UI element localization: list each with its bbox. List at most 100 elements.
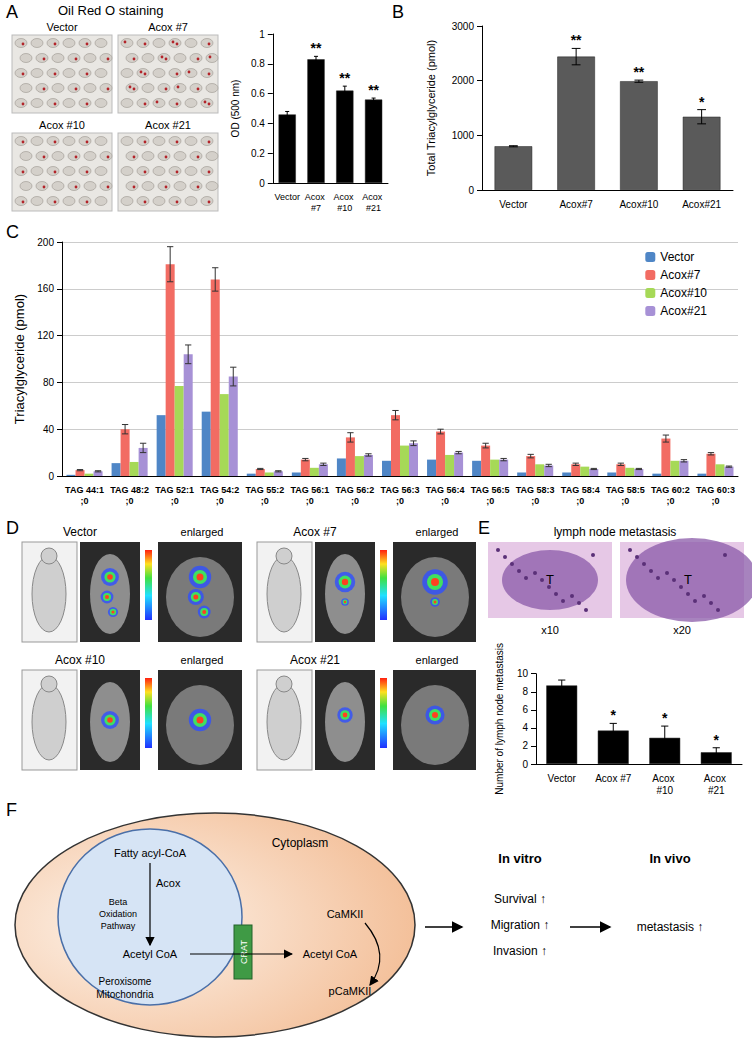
svg-text:**: ** bbox=[339, 70, 350, 86]
svg-text:;0: ;0 bbox=[531, 496, 539, 506]
svg-text:In vitro: In vitro bbox=[498, 851, 541, 866]
svg-text:TAG 52:1: TAG 52:1 bbox=[155, 485, 194, 495]
svg-text:6: 6 bbox=[522, 704, 528, 715]
svg-text:1: 1 bbox=[259, 29, 265, 40]
svg-text:Vector: Vector bbox=[548, 773, 577, 784]
svg-text:Acox: Acox bbox=[362, 192, 385, 202]
svg-text:**: ** bbox=[571, 32, 582, 48]
svg-text:Acox#21: Acox#21 bbox=[682, 199, 721, 210]
svg-text:Fatty acyl-CoA: Fatty acyl-CoA bbox=[114, 847, 187, 859]
svg-text:CRAT: CRAT bbox=[239, 940, 249, 964]
svg-text:0: 0 bbox=[259, 178, 265, 189]
svg-text:;0: ;0 bbox=[396, 496, 404, 506]
svg-text:Acox #21: Acox #21 bbox=[145, 119, 191, 131]
svg-text:TAG 58:3: TAG 58:3 bbox=[516, 485, 555, 495]
svg-text:*: * bbox=[662, 710, 668, 726]
svg-text:Pathway: Pathway bbox=[101, 921, 136, 931]
svg-text:;0: ;0 bbox=[621, 496, 629, 506]
svg-text:;0: ;0 bbox=[171, 496, 179, 506]
svg-text:TAG 56:4: TAG 56:4 bbox=[426, 485, 465, 495]
svg-text:TAG 54:2: TAG 54:2 bbox=[200, 485, 239, 495]
svg-text:0.8: 0.8 bbox=[251, 58, 265, 69]
svg-text:0: 0 bbox=[48, 471, 54, 482]
svg-text:Acox#21: Acox#21 bbox=[660, 304, 707, 318]
svg-text:Acox #21: Acox #21 bbox=[290, 653, 340, 667]
svg-text:#21: #21 bbox=[366, 203, 381, 213]
svg-text:Triacylglyceride (pmol): Triacylglyceride (pmol) bbox=[12, 294, 27, 424]
svg-text:Vector: Vector bbox=[660, 250, 694, 264]
svg-text:1000: 1000 bbox=[452, 130, 475, 141]
svg-text:;0: ;0 bbox=[216, 496, 224, 506]
svg-text:TAG 56:1: TAG 56:1 bbox=[290, 485, 329, 495]
svg-text:Migration ↑: Migration ↑ bbox=[491, 918, 550, 932]
svg-text:0: 0 bbox=[522, 759, 528, 770]
svg-text:;0: ;0 bbox=[711, 496, 719, 506]
svg-text:2000: 2000 bbox=[452, 75, 475, 86]
svg-text:Acetyl CoA: Acetyl CoA bbox=[123, 948, 178, 960]
svg-text:Number of lymph node metastasi: Number of lymph node metastasis bbox=[494, 643, 505, 795]
svg-text:Total Triacylglyceride (pmol): Total Triacylglyceride (pmol) bbox=[425, 40, 437, 176]
svg-text:Acox #7: Acox #7 bbox=[148, 21, 188, 33]
svg-text:**: ** bbox=[633, 64, 644, 80]
svg-text:**: ** bbox=[311, 40, 322, 56]
svg-text:TAG 58:4: TAG 58:4 bbox=[561, 485, 600, 495]
svg-text:3000: 3000 bbox=[452, 21, 475, 32]
svg-text:#10: #10 bbox=[656, 785, 673, 796]
svg-text:40: 40 bbox=[43, 424, 55, 435]
svg-text:Acetyl CoA: Acetyl CoA bbox=[303, 948, 358, 960]
svg-text:Acox #10: Acox #10 bbox=[55, 653, 105, 667]
svg-text:enlarged: enlarged bbox=[416, 526, 459, 538]
svg-text:Cytoplasm: Cytoplasm bbox=[272, 836, 329, 850]
svg-text:0.4: 0.4 bbox=[251, 118, 265, 129]
svg-text:OD (500 nm): OD (500 nm) bbox=[230, 80, 241, 138]
svg-text:Acox#10: Acox#10 bbox=[660, 286, 707, 300]
svg-text:0.2: 0.2 bbox=[251, 148, 265, 159]
svg-text:TAG 44:1: TAG 44:1 bbox=[65, 485, 104, 495]
svg-text:Survival ↑: Survival ↑ bbox=[494, 892, 546, 906]
svg-text:;0: ;0 bbox=[486, 496, 494, 506]
svg-text:TAG 48:2: TAG 48:2 bbox=[110, 485, 149, 495]
svg-text:Acox #7: Acox #7 bbox=[293, 525, 337, 539]
svg-text:CaMKII: CaMKII bbox=[327, 908, 364, 920]
svg-text:TAG 56:2: TAG 56:2 bbox=[336, 485, 375, 495]
svg-text:T: T bbox=[684, 572, 692, 587]
svg-text:Acox #10: Acox #10 bbox=[39, 119, 85, 131]
svg-text:;0: ;0 bbox=[306, 496, 314, 506]
svg-text:*: * bbox=[699, 94, 705, 110]
svg-text:;0: ;0 bbox=[126, 496, 134, 506]
svg-text:In vivo: In vivo bbox=[649, 851, 690, 866]
svg-text:Invasion ↑: Invasion ↑ bbox=[493, 944, 547, 958]
svg-text:x10: x10 bbox=[541, 624, 559, 636]
svg-text:2: 2 bbox=[522, 740, 528, 751]
svg-text:;0: ;0 bbox=[441, 496, 449, 506]
svg-text:0: 0 bbox=[468, 185, 474, 196]
svg-text:Mitochondria: Mitochondria bbox=[96, 989, 154, 1000]
svg-text:Acox#7: Acox#7 bbox=[660, 268, 700, 282]
svg-text:160: 160 bbox=[37, 283, 54, 294]
svg-text:Acox #7: Acox #7 bbox=[595, 773, 632, 784]
svg-text:0.6: 0.6 bbox=[251, 88, 265, 99]
svg-text:4: 4 bbox=[522, 722, 528, 733]
svg-text:Vector: Vector bbox=[63, 525, 97, 539]
svg-text:;0: ;0 bbox=[576, 496, 584, 506]
svg-text:TAG 56:5: TAG 56:5 bbox=[471, 485, 510, 495]
svg-text:Acox#10: Acox#10 bbox=[619, 199, 658, 210]
svg-text:;0: ;0 bbox=[81, 496, 89, 506]
svg-text:8: 8 bbox=[522, 686, 528, 697]
svg-text:80: 80 bbox=[43, 377, 55, 388]
svg-text:Acox: Acox bbox=[704, 773, 729, 784]
svg-text:TAG 60:2: TAG 60:2 bbox=[651, 485, 690, 495]
svg-text:lymph node metastasis: lymph node metastasis bbox=[554, 525, 677, 539]
svg-text:x20: x20 bbox=[673, 624, 691, 636]
svg-text:Vector: Vector bbox=[274, 192, 300, 202]
svg-text:Vector: Vector bbox=[499, 199, 528, 210]
svg-text:Oxidation: Oxidation bbox=[99, 909, 137, 919]
svg-text:**: ** bbox=[368, 82, 379, 98]
svg-text:enlarged: enlarged bbox=[181, 654, 224, 666]
svg-text:pCaMKII: pCaMKII bbox=[329, 985, 372, 997]
svg-text:Acox#7: Acox#7 bbox=[559, 199, 593, 210]
svg-text:Peroxisome: Peroxisome bbox=[99, 976, 152, 987]
svg-text:Vector: Vector bbox=[46, 21, 78, 33]
svg-text:enlarged: enlarged bbox=[416, 654, 459, 666]
svg-text:120: 120 bbox=[37, 330, 54, 341]
